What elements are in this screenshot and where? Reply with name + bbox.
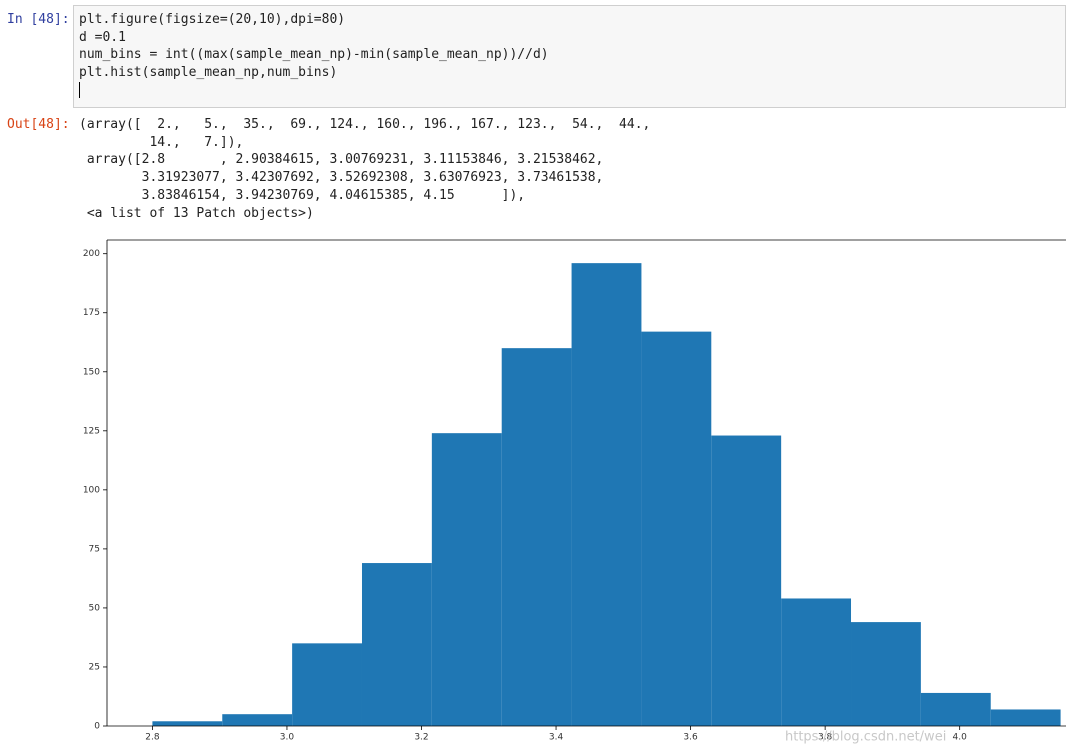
bar	[711, 435, 782, 726]
x-tick-label: 3.0	[280, 733, 295, 743]
output-line: array([2.8 , 2.90384615, 3.00769231, 3.1…	[79, 152, 604, 168]
bar	[851, 622, 921, 726]
bar	[501, 348, 572, 726]
bar	[990, 709, 1061, 726]
bar	[781, 598, 852, 726]
bar	[571, 263, 642, 726]
output-line: 14., 7.]),	[79, 134, 244, 150]
watermark: https://blog.csdn.net/wei	[785, 730, 946, 745]
x-tick-label: 3.4	[549, 733, 564, 743]
bar	[152, 721, 223, 726]
y-tick-label: 50	[89, 603, 101, 613]
output-line: 3.83846154, 3.94230769, 4.04615385, 4.15…	[79, 187, 526, 203]
y-tick-label: 0	[94, 722, 100, 732]
output-prompt: Out[48]:	[7, 117, 70, 132]
x-tick-label: 3.6	[683, 733, 698, 743]
y-tick-label: 75	[89, 544, 100, 554]
bar	[361, 563, 432, 726]
bar	[431, 433, 502, 726]
y-tick-label: 200	[83, 249, 100, 259]
y-tick-label: 25	[89, 662, 100, 672]
bar	[641, 331, 712, 726]
code-cell[interactable]	[73, 5, 1066, 108]
x-tick-label: 3.2	[414, 733, 428, 743]
cursor	[79, 82, 80, 98]
y-tick-label: 175	[83, 308, 100, 318]
code-line: plt.hist(sample_mean_np,num_bins)	[79, 65, 338, 81]
bar	[222, 714, 293, 726]
code-line: d =0.1	[79, 29, 126, 45]
code-line: plt.figure(figsize=(20,10),dpi=80)	[79, 12, 346, 27]
output-line: 3.31923077, 3.42307692, 3.52692308, 3.63…	[79, 170, 604, 186]
y-tick-label: 125	[83, 426, 100, 436]
y-tick-label: 100	[83, 485, 100, 495]
bar	[292, 643, 362, 726]
y-tick-label: 150	[83, 367, 100, 377]
x-tick-label: 4.0	[953, 733, 968, 743]
x-tick-label: 3.8	[818, 733, 833, 743]
x-tick-label: 2.8	[145, 733, 160, 743]
code-line: num_bins = int((max(sample_mean_np)-min(…	[79, 47, 549, 63]
output-line: (array([ 2., 5., 35., 69., 124., 160., 1…	[79, 117, 651, 132]
chart: 0 25 50 75 100 125 150 175 200 2.8 3.0 3.2 3.4 3.6 3.8…	[83, 239, 1066, 745]
bar	[920, 692, 991, 726]
output-line: <a list of 13 Patch objects>)	[79, 205, 314, 221]
input-prompt: In [48]:	[7, 12, 70, 27]
